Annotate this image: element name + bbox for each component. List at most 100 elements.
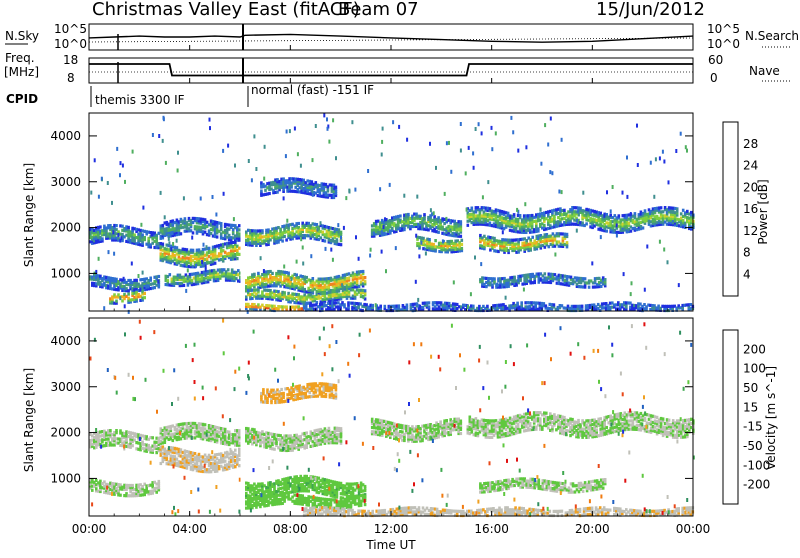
noise-cell [544,123,546,127]
data-cell [238,224,241,227]
noise-cell [296,260,298,264]
noise-cell [422,218,424,222]
noise-cell [164,215,166,219]
noise-cell [663,160,665,164]
noise-cell [637,163,639,167]
data-cell [406,304,409,307]
noise-cell [200,197,202,201]
data-cell [227,268,230,271]
data-cell [644,209,647,212]
noise-tick-right-high: 10^5 [707,22,740,36]
noise-cell [675,149,677,153]
noise-cell [558,190,560,194]
data-cell [143,292,146,295]
noise-cell [555,211,557,215]
noise-cell [316,228,318,232]
noise-cell [582,191,584,195]
data-cell [437,231,440,234]
noise-cell [94,158,96,162]
noise-cell [160,191,162,195]
data-cell [379,305,382,308]
noise-cell [201,260,203,264]
noise-cell [358,257,360,261]
noise-cell [554,253,556,257]
noise-cell [685,145,687,149]
noise-cell [283,265,285,269]
noise-cell [600,235,602,239]
freq-unit-label: [MHz] [4,65,39,79]
noise-cell [491,147,493,151]
noise-cell [646,245,648,249]
noise-cell [248,159,250,163]
noise-cell [636,124,638,128]
data-cell [260,190,263,193]
data-cell [563,209,566,212]
noise-cell [517,149,519,153]
noise-cell [551,171,553,175]
noise-cell [103,306,105,310]
noise-cell [662,150,664,154]
noise-cell [260,256,262,260]
data-cell [214,262,217,265]
noise-cell [138,274,140,278]
noise-cell [163,116,165,120]
noise-cell [203,243,205,247]
data-cell [585,222,588,225]
noise-cell [416,195,418,199]
data-cell [513,276,516,279]
noise-cell [212,195,214,199]
data-cell [324,292,327,295]
noise-cell [680,132,682,136]
noise-cell [547,143,549,147]
noise-cell [191,236,193,240]
noise-cell [523,288,525,292]
noise-cell [382,127,384,131]
noise-cell [653,195,655,199]
noise-cell [623,272,625,276]
data-cell [184,217,187,220]
noise-cell [444,192,446,196]
noise-cell [385,269,387,273]
data-cell [297,222,300,225]
noise-cell [332,118,334,122]
noise-cell [649,211,651,215]
noise-cell [264,145,266,149]
noise-cell [177,169,179,173]
data-cell [261,229,264,232]
noise-cell [418,254,420,258]
data-cell [131,444,134,447]
noise-cell [172,242,174,246]
noise-cell [631,281,633,285]
noise-cell [622,191,624,195]
noise-cell [124,180,126,184]
data-cell [461,243,464,246]
data-cell [642,226,645,229]
data-cell [472,305,475,308]
data-cell [493,277,496,280]
noise-cell [113,252,115,256]
data-cell [183,284,186,287]
data-cell [461,247,464,250]
noise-cell [162,139,164,143]
data-cell [343,303,346,306]
noise-tick-left-high: 10^5 [54,22,87,36]
noise-cell [678,283,680,287]
data-cell [428,305,431,308]
noise-cell [209,126,211,130]
data-cell [285,305,288,308]
data-cell [169,273,172,276]
nave-label: Nave [749,64,780,78]
noise-cell [663,248,665,252]
data-cell [428,238,431,241]
noise-cell [355,235,357,239]
data-cell [127,293,130,296]
noise-cell [578,213,580,217]
noise-cell [251,178,253,182]
data-cell [127,226,130,229]
noise-cell [630,212,632,216]
data-cell [519,214,522,217]
noise-cell [303,302,305,306]
